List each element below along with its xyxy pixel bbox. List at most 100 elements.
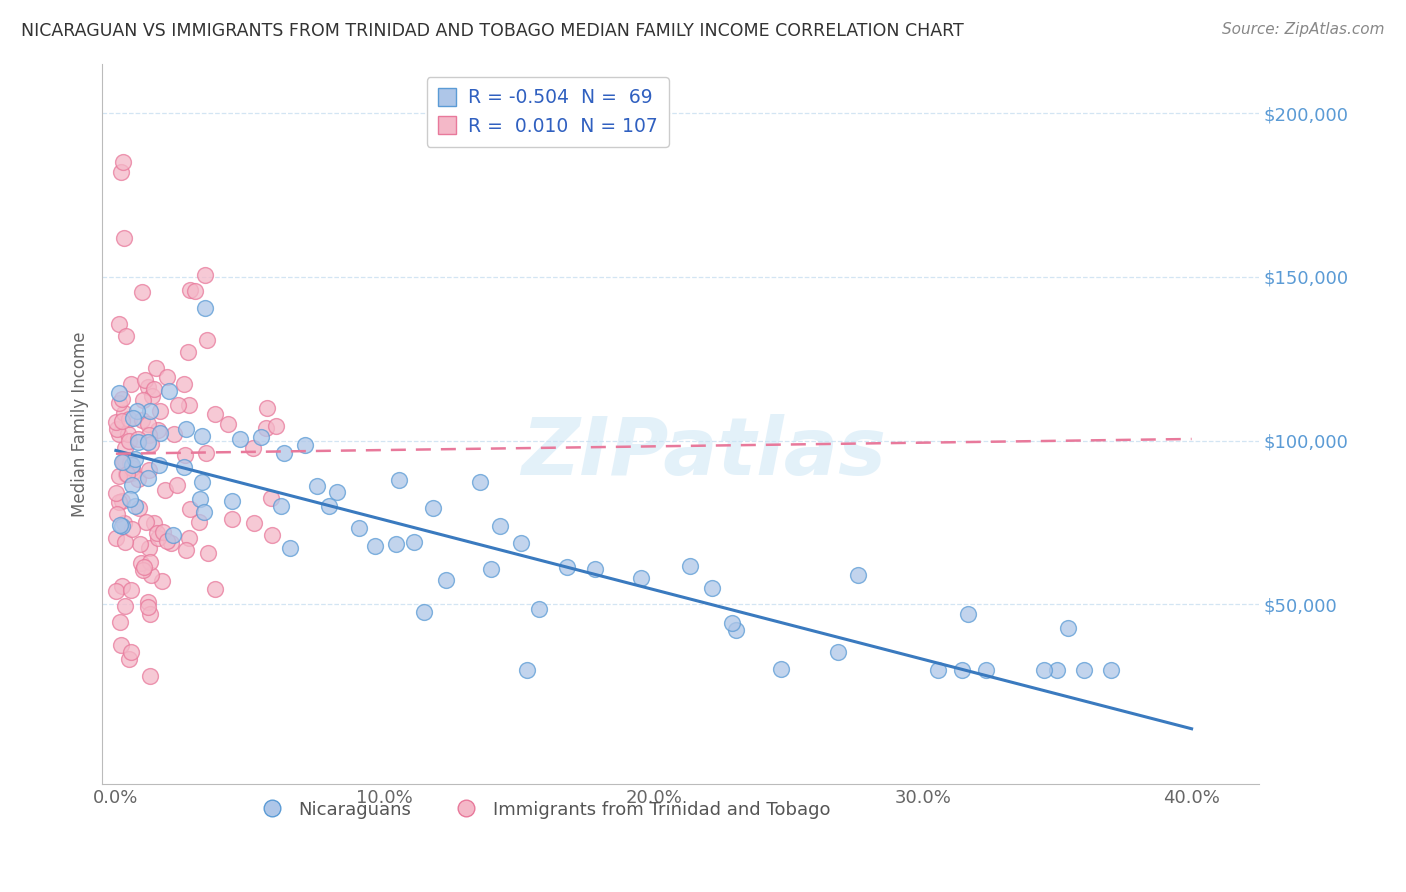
Point [583,562,606,576]
Point [127,434,149,449]
Point [129,537,152,551]
Point [121,478,143,492]
Point [139,437,162,451]
Point [120,377,142,392]
Point [148,458,170,472]
Point [108,495,131,509]
Point [221,493,243,508]
Point [111,455,134,469]
Point [110,519,132,533]
Legend: Nicaraguans, Immigrants from Trinidad and Tobago: Nicaraguans, Immigrants from Trinidad an… [246,793,838,826]
Point [204,407,226,421]
Point [305,478,328,492]
Point [108,615,131,630]
Point [422,500,444,515]
Point [179,502,201,516]
Point [139,669,162,683]
Point [769,662,792,676]
Point [110,165,132,179]
Point [110,518,132,533]
Point [413,606,436,620]
Point [384,537,406,551]
Point [1099,663,1122,677]
Point [229,432,252,446]
Text: ZIPatlas: ZIPatlas [522,414,886,492]
Point [152,524,174,539]
Point [139,607,162,622]
Point [827,645,849,659]
Point [135,515,157,529]
Point [347,521,370,535]
Point [117,434,139,448]
Point [149,404,172,418]
Point [364,539,387,553]
Point [108,468,131,483]
Point [146,532,169,546]
Point [121,466,143,480]
Point [242,516,264,531]
Point [273,446,295,460]
Point [270,499,292,513]
Point [221,512,243,526]
Point [179,284,201,298]
Point [105,486,128,500]
Point [138,555,160,569]
Point [114,467,136,482]
Point [110,392,132,406]
Point [167,398,190,412]
Point [105,422,128,436]
Point [724,623,747,637]
Point [179,531,201,545]
Point [127,472,149,486]
Point [114,328,136,343]
Point [204,582,226,597]
Point [184,285,207,299]
Point [254,421,277,435]
Point [157,384,180,398]
Point [404,534,426,549]
Point [1057,621,1080,635]
Point [217,417,239,432]
Point [139,404,162,418]
Point [163,427,186,442]
Text: NICARAGUAN VS IMMIGRANTS FROM TRINIDAD AND TOBAGO MEDIAN FAMILY INCOME CORRELATI: NICARAGUAN VS IMMIGRANTS FROM TRINIDAD A… [21,22,965,40]
Point [118,412,141,426]
Point [264,419,287,434]
Point [527,601,550,615]
Point [129,556,152,570]
Point [139,568,162,582]
Point [927,663,949,677]
Point [124,500,146,514]
Point [146,526,169,541]
Point [115,467,138,481]
Point [114,535,136,549]
Point [136,380,159,394]
Point [138,428,160,442]
Point [679,558,702,573]
Point [188,515,211,529]
Point [112,406,135,420]
Point [166,478,188,492]
Point [131,285,153,300]
Point [112,516,135,530]
Point [153,483,176,497]
Point [191,475,214,489]
Point [950,663,973,677]
Point [105,507,128,521]
Point [138,463,160,477]
Point [700,581,723,595]
Point [1073,663,1095,677]
Point [294,438,316,452]
Point [468,475,491,489]
Point [195,333,218,347]
Point [630,571,652,585]
Point [162,528,184,542]
Point [105,415,128,429]
Point [434,573,457,587]
Point [1046,663,1069,677]
Point [136,417,159,431]
Point [194,268,217,283]
Text: Source: ZipAtlas.com: Source: ZipAtlas.com [1222,22,1385,37]
Point [117,427,139,442]
Point [110,579,132,593]
